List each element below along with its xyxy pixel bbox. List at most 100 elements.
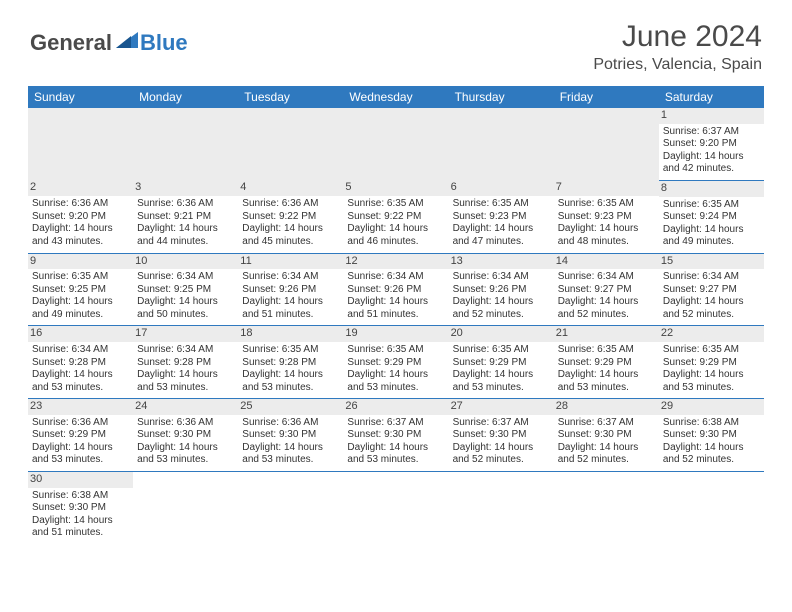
sunset-line: Sunset: 9:22 PM <box>347 211 444 224</box>
calendar-cell <box>659 471 764 543</box>
sunset-line: Sunset: 9:29 PM <box>663 357 760 370</box>
daylight-line: Daylight: 14 hours and 53 minutes. <box>242 442 339 467</box>
calendar-cell <box>133 471 238 543</box>
day-number: 19 <box>343 326 448 342</box>
calendar-cell: 13Sunrise: 6:34 AMSunset: 9:26 PMDayligh… <box>449 253 554 326</box>
sunrise-line: Sunrise: 6:36 AM <box>32 198 129 211</box>
day-number: 20 <box>449 326 554 342</box>
sunset-line: Sunset: 9:28 PM <box>32 357 129 370</box>
day-number: 13 <box>449 254 554 270</box>
calendar-head: SundayMondayTuesdayWednesdayThursdayFrid… <box>28 86 764 108</box>
sunset-line: Sunset: 9:21 PM <box>137 211 234 224</box>
title-block: June 2024 Potries, Valencia, Spain <box>593 20 762 74</box>
calendar-week: 16Sunrise: 6:34 AMSunset: 9:28 PMDayligh… <box>28 326 764 399</box>
calendar-cell <box>554 471 659 543</box>
day-number: 29 <box>659 399 764 415</box>
sunset-line: Sunset: 9:23 PM <box>558 211 655 224</box>
day-number: 10 <box>133 254 238 270</box>
sunset-line: Sunset: 9:25 PM <box>32 284 129 297</box>
sunset-line: Sunset: 9:24 PM <box>663 211 760 224</box>
location: Potries, Valencia, Spain <box>593 56 762 74</box>
day-number: 30 <box>28 472 133 488</box>
day-number: 24 <box>133 399 238 415</box>
calendar-cell: 9Sunrise: 6:35 AMSunset: 9:25 PMDaylight… <box>28 253 133 326</box>
daylight-line: Daylight: 14 hours and 52 minutes. <box>558 296 655 321</box>
daylight-line: Daylight: 14 hours and 52 minutes. <box>663 296 760 321</box>
day-number: 1 <box>659 108 764 124</box>
daylight-line: Daylight: 14 hours and 53 minutes. <box>137 369 234 394</box>
day-number: 25 <box>238 399 343 415</box>
daylight-line: Daylight: 14 hours and 50 minutes. <box>137 296 234 321</box>
sunset-line: Sunset: 9:30 PM <box>453 429 550 442</box>
day-number: 21 <box>554 326 659 342</box>
day-header: Friday <box>554 86 659 108</box>
day-header: Wednesday <box>343 86 448 108</box>
sunrise-line: Sunrise: 6:35 AM <box>453 344 550 357</box>
day-header: Monday <box>133 86 238 108</box>
calendar-cell: 1Sunrise: 6:37 AMSunset: 9:20 PMDaylight… <box>659 108 764 180</box>
calendar-cell: 22Sunrise: 6:35 AMSunset: 9:29 PMDayligh… <box>659 326 764 399</box>
calendar-cell: 16Sunrise: 6:34 AMSunset: 9:28 PMDayligh… <box>28 326 133 399</box>
sunset-line: Sunset: 9:23 PM <box>453 211 550 224</box>
sunrise-line: Sunrise: 6:37 AM <box>558 417 655 430</box>
sunrise-line: Sunrise: 6:34 AM <box>558 271 655 284</box>
daylight-line: Daylight: 14 hours and 43 minutes. <box>32 223 129 248</box>
daylight-line: Daylight: 14 hours and 53 minutes. <box>558 369 655 394</box>
sunrise-line: Sunrise: 6:35 AM <box>453 198 550 211</box>
calendar-cell: 24Sunrise: 6:36 AMSunset: 9:30 PMDayligh… <box>133 399 238 472</box>
day-number: 8 <box>659 181 764 197</box>
sunrise-line: Sunrise: 6:37 AM <box>453 417 550 430</box>
calendar-cell: 29Sunrise: 6:38 AMSunset: 9:30 PMDayligh… <box>659 399 764 472</box>
calendar-cell <box>238 471 343 543</box>
daylight-line: Daylight: 14 hours and 51 minutes. <box>347 296 444 321</box>
calendar-cell: 25 Sunrise: 6:36 AMSunset: 9:30 PMDayligh… <box>238 399 343 472</box>
calendar-cell <box>343 471 448 543</box>
day-header: Saturday <box>659 86 764 108</box>
day-number: 18 <box>238 326 343 342</box>
calendar-cell: 6Sunrise: 6:35 AMSunset: 9:23 PMDaylight… <box>449 180 554 253</box>
daylight-line: Daylight: 14 hours and 51 minutes. <box>242 296 339 321</box>
sunrise-line: Sunrise: 6:35 AM <box>32 271 129 284</box>
sunrise-line: Sunrise: 6:35 AM <box>558 344 655 357</box>
daylight-line: Daylight: 14 hours and 53 minutes. <box>137 442 234 467</box>
day-number: 22 <box>659 326 764 342</box>
sunset-line: Sunset: 9:29 PM <box>453 357 550 370</box>
calendar-cell <box>133 108 238 180</box>
sunrise-line: Sunrise: 6:35 AM <box>663 344 760 357</box>
day-number: 23 <box>28 399 133 415</box>
sunrise-line: Sunrise: 6:35 AM <box>558 198 655 211</box>
calendar-cell: 27Sunrise: 6:37 AMSunset: 9:30 PMDayligh… <box>449 399 554 472</box>
sunset-line: Sunset: 9:30 PM <box>32 502 129 515</box>
sunset-line: Sunset: 9:26 PM <box>453 284 550 297</box>
calendar-table: SundayMondayTuesdayWednesdayThursdayFrid… <box>28 86 764 544</box>
sunset-line: Sunset: 9:27 PM <box>663 284 760 297</box>
daylight-line: Daylight: 14 hours and 51 minutes. <box>32 515 129 540</box>
day-number: 28 <box>554 399 659 415</box>
calendar-cell: 30Sunrise: 6:38 AMSunset: 9:30 PMDayligh… <box>28 471 133 543</box>
calendar-cell: 23Sunrise: 6:36 AMSunset: 9:29 PMDayligh… <box>28 399 133 472</box>
sunrise-line: Sunrise: 6:38 AM <box>663 417 760 430</box>
logo: General Blue <box>30 30 188 56</box>
calendar-week: 2Sunrise: 6:36 AMSunset: 9:20 PMDaylight… <box>28 180 764 253</box>
daylight-line: Daylight: 14 hours and 46 minutes. <box>347 223 444 248</box>
sunset-line: Sunset: 9:26 PM <box>347 284 444 297</box>
sunrise-line: Sunrise: 6:36 AM <box>242 417 339 430</box>
sunset-line: Sunset: 9:22 PM <box>242 211 339 224</box>
day-number: 11 <box>238 254 343 270</box>
sunset-line: Sunset: 9:27 PM <box>558 284 655 297</box>
daylight-line: Daylight: 14 hours and 49 minutes. <box>32 296 129 321</box>
day-number: 14 <box>554 254 659 270</box>
calendar-cell: 21Sunrise: 6:35 AMSunset: 9:29 PMDayligh… <box>554 326 659 399</box>
sunset-line: Sunset: 9:30 PM <box>242 429 339 442</box>
sunset-line: Sunset: 9:30 PM <box>558 429 655 442</box>
sunrise-line: Sunrise: 6:36 AM <box>32 417 129 430</box>
sunrise-line: Sunrise: 6:34 AM <box>453 271 550 284</box>
day-number: 7 <box>554 180 659 196</box>
calendar-cell: 28Sunrise: 6:37 AMSunset: 9:30 PMDayligh… <box>554 399 659 472</box>
calendar-cell <box>238 108 343 180</box>
day-number: 27 <box>449 399 554 415</box>
daylight-line: Daylight: 14 hours and 53 minutes. <box>32 442 129 467</box>
calendar-cell: 5Sunrise: 6:35 AMSunset: 9:22 PMDaylight… <box>343 180 448 253</box>
daylight-line: Daylight: 14 hours and 53 minutes. <box>347 442 444 467</box>
logo-sail-icon <box>116 30 138 48</box>
